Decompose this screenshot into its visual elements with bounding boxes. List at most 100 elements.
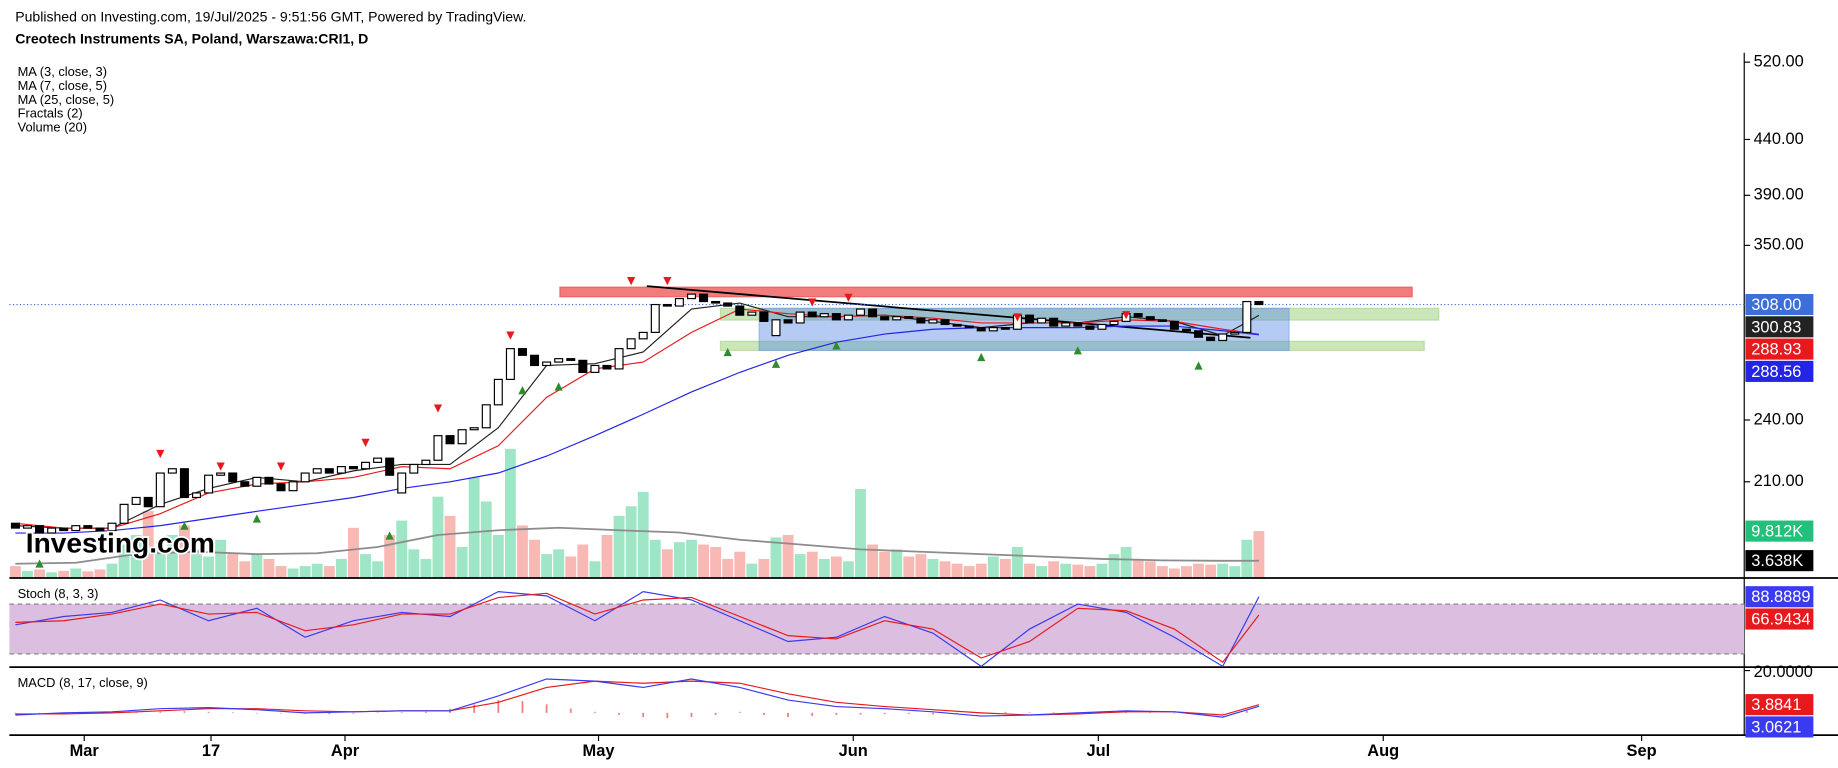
- y-tick-label: 240.00: [1754, 410, 1804, 428]
- candle-body: [1025, 314, 1035, 324]
- candle-body: [276, 483, 286, 492]
- macd-histogram-bar: [38, 712, 41, 714]
- volume-bar: [673, 542, 685, 579]
- volume-bar: [746, 563, 758, 579]
- value-label-box: [1745, 316, 1814, 338]
- volume-bar: [1108, 554, 1120, 579]
- candle-body: [1097, 323, 1107, 330]
- volume-bar: [166, 534, 178, 579]
- volume-bar: [287, 568, 299, 579]
- macd-histogram-bar: [400, 712, 403, 713]
- volume-bar: [529, 539, 540, 579]
- volume-bar: [1205, 564, 1217, 579]
- price-zone: [719, 307, 1440, 321]
- candle-body: [626, 338, 636, 350]
- candle-body: [409, 463, 419, 474]
- candle-body: [1242, 300, 1252, 333]
- volume-bar: [1012, 546, 1023, 579]
- value-label-box: [1745, 520, 1814, 542]
- macd-histogram-bar: [473, 704, 476, 713]
- candle-body: [1145, 316, 1155, 321]
- candle-body: [807, 311, 817, 318]
- volume-bar: [58, 570, 70, 579]
- value-label: 9.812K: [1751, 523, 1803, 541]
- value-label-box: [1745, 360, 1814, 382]
- volume-bar: [951, 563, 963, 579]
- candle-body: [988, 327, 998, 332]
- volume-bar: [239, 561, 251, 579]
- candle-body: [711, 300, 721, 304]
- candle-body: [216, 472, 226, 476]
- volume-bar: [46, 572, 58, 579]
- macd-histogram-bar: [787, 712, 789, 718]
- fractal-marker: [832, 341, 841, 350]
- candle-body: [373, 457, 383, 463]
- candle-body: [1000, 327, 1010, 330]
- candle-body: [1206, 336, 1216, 342]
- volume-bar: [758, 558, 770, 579]
- candle-body: [952, 323, 962, 327]
- candle-body: [843, 314, 853, 321]
- candle-body: [385, 457, 395, 476]
- volume-bar: [1181, 566, 1192, 579]
- volume-bar: [987, 556, 999, 579]
- volume-bar: [106, 563, 118, 579]
- volume-bar: [915, 554, 927, 579]
- macd-histogram-bar: [714, 712, 717, 715]
- x-tick-label: May: [583, 742, 616, 760]
- volume-bar: [963, 566, 975, 579]
- fractal-marker: [627, 276, 636, 286]
- volume-bar: [855, 489, 866, 579]
- macd-histogram-bar: [280, 712, 282, 714]
- candle-body: [240, 481, 250, 487]
- fractal-marker: [518, 386, 527, 395]
- candle-body: [1037, 317, 1047, 324]
- value-label-box: [1745, 338, 1814, 360]
- watermark: Investing.com: [26, 528, 215, 559]
- macd-histogram-bar: [425, 711, 427, 713]
- candle-body: [566, 358, 576, 361]
- macd-histogram-bar: [835, 712, 838, 715]
- candle-body: [1181, 328, 1191, 332]
- volume-bar: [227, 554, 239, 579]
- volume-bar: [722, 558, 734, 579]
- macd-histogram-bar: [932, 712, 934, 715]
- value-label-box: [1745, 608, 1814, 630]
- y-tick-label: 350.00: [1754, 236, 1804, 254]
- value-label: 288.56: [1751, 363, 1801, 381]
- volume-bar: [1217, 563, 1229, 579]
- candle-body: [59, 527, 69, 532]
- value-label: 308.00: [1751, 296, 1801, 314]
- candle-body: [143, 496, 153, 508]
- volume-bar: [891, 549, 903, 579]
- candle-body: [578, 359, 588, 373]
- candle-body: [880, 316, 890, 321]
- candle-body: [916, 317, 926, 324]
- volume-bar: [1084, 566, 1096, 579]
- x-tick-label: Jul: [1086, 742, 1110, 760]
- volume-bar: [770, 537, 782, 579]
- line-series: [15, 591, 1260, 668]
- candle-body: [35, 525, 45, 534]
- volume-bar: [154, 549, 166, 579]
- volume-bar: [782, 534, 794, 579]
- candle-body: [10, 522, 20, 529]
- candle-body: [795, 311, 805, 324]
- volume-bar: [818, 558, 830, 579]
- stoch-band: [9, 604, 1745, 654]
- price-zone: [559, 286, 1413, 298]
- macd-histogram-bar: [207, 711, 210, 713]
- fractal-marker: [180, 521, 189, 530]
- volume-bar: [480, 501, 492, 579]
- value-label: 88.8889: [1751, 588, 1810, 606]
- candle-body: [71, 525, 81, 532]
- candle-body: [336, 466, 346, 474]
- volume-bar: [299, 566, 311, 579]
- volume-bar: [565, 556, 577, 579]
- drawing-layer: [9, 448, 1265, 579]
- candle-body: [868, 308, 878, 318]
- fractal-marker: [723, 347, 732, 357]
- pane-title: Stoch (8, 3, 3): [18, 586, 99, 601]
- value-label-box: [1745, 716, 1814, 738]
